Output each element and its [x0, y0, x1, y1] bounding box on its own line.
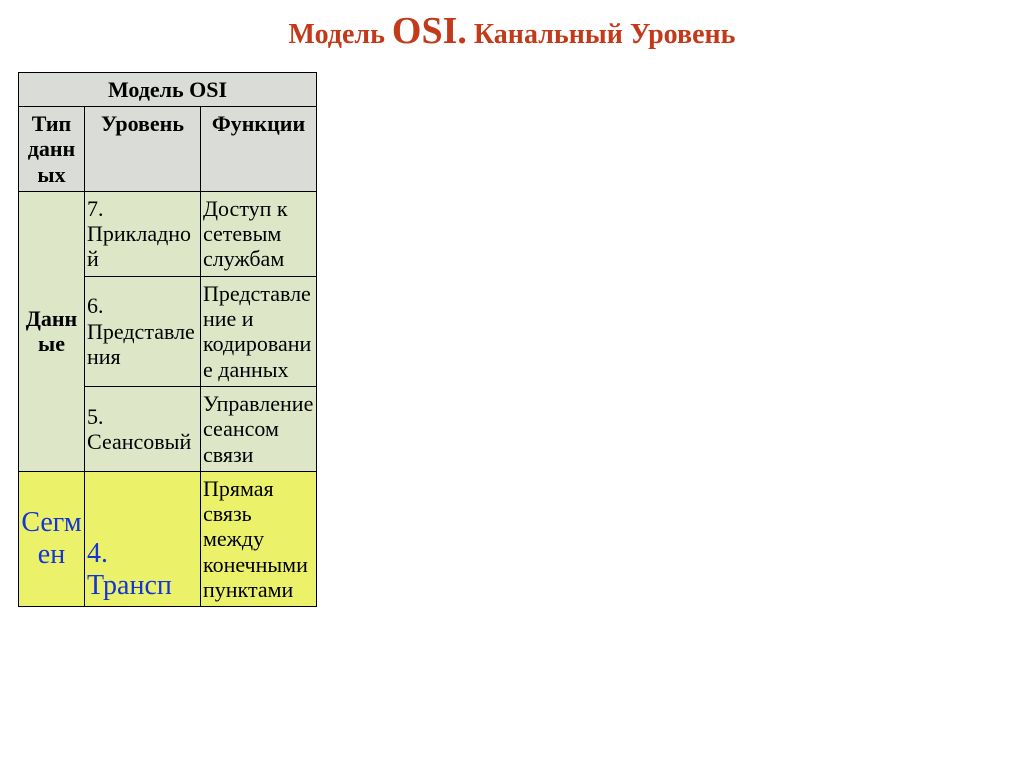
title-big: OSI.: [392, 10, 467, 52]
level-cell: 6. Представления: [85, 276, 201, 386]
column-header-level: Уровень: [85, 106, 201, 191]
type-cell-segment: Сегмен: [19, 471, 85, 606]
table-caption: Модель OSI: [19, 72, 317, 106]
column-header-func: Функции: [201, 106, 317, 191]
column-header-type: Тип данных: [19, 106, 85, 191]
func-cell: Управление сеансом связи: [201, 386, 317, 471]
level-4-label: 4. Трансп: [87, 538, 172, 601]
func-cell: Представление и кодирование данных: [201, 276, 317, 386]
table-header-row-2: Тип данных Уровень Функции: [19, 106, 317, 191]
level-cell-transport: 4. Трансп: [85, 471, 201, 606]
type-cell-data: Данные: [19, 191, 85, 471]
osi-table: Модель OSI Тип данных Уровень Функции Да…: [18, 72, 317, 608]
func-cell: Доступ к сетевым службам: [201, 191, 317, 276]
table-row: Данные 7. Прикладной Доступ к сетевым сл…: [19, 191, 317, 276]
segment-label: Сегмен: [21, 507, 81, 570]
level-cell: 5. Сеансовый: [85, 386, 201, 471]
page-title: Модель OSI. Канальный Уровень: [0, 0, 1024, 72]
title-part1: Модель: [289, 19, 392, 50]
title-part2: Канальный Уровень: [467, 19, 736, 50]
page-root: Модель OSI. Канальный Уровень Модель OSI…: [0, 0, 1024, 768]
level-cell: 7. Прикладной: [85, 191, 201, 276]
table-header-row-1: Модель OSI: [19, 72, 317, 106]
func-cell: Прямая связь между конечными пунктами: [201, 471, 317, 606]
table-row: Сегмен 4. Трансп Прямая связь между коне…: [19, 471, 317, 606]
